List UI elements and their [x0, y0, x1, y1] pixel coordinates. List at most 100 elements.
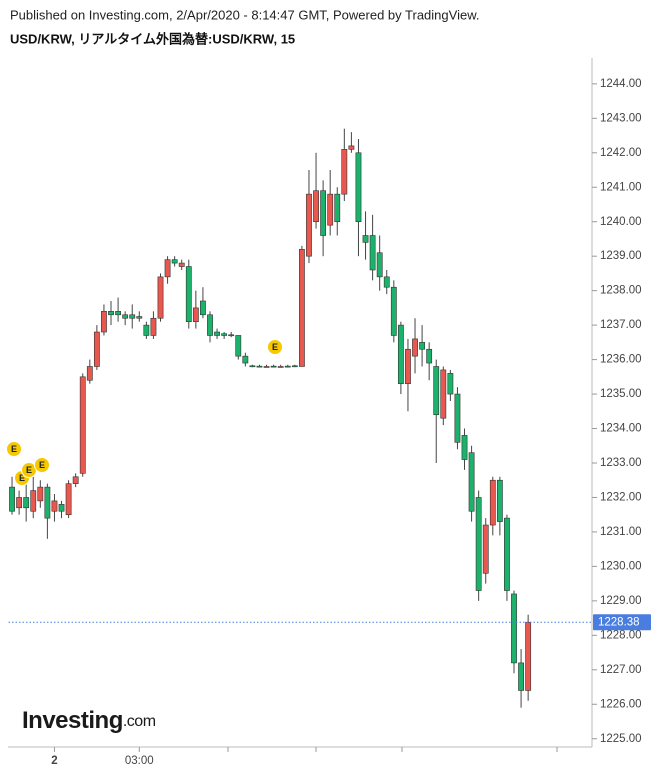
candle-body [284, 365, 291, 368]
candle-body [86, 366, 93, 381]
y-tick-label: 1238.00 [600, 285, 642, 297]
y-tick-label: 1239.00 [600, 250, 642, 262]
candle-body [228, 334, 235, 337]
candle-body [327, 193, 334, 226]
event-label: E [39, 460, 45, 470]
header: Published on Investing.com, 2/Apr/2020 -… [10, 7, 479, 22]
candle-body [390, 286, 397, 336]
candle-body [270, 365, 277, 368]
y-tick-label: 1229.00 [600, 595, 642, 607]
y-tick-label: 1233.00 [600, 457, 642, 469]
candle-body [475, 497, 482, 591]
candle-body [461, 435, 468, 460]
candle-body [101, 311, 107, 333]
candle-body [129, 314, 136, 319]
candle-body [58, 504, 65, 512]
candle-body [23, 497, 30, 509]
candle-body [192, 307, 199, 322]
candle-body [518, 662, 524, 691]
candle-body [214, 331, 220, 336]
candle-body [185, 266, 192, 322]
candle-body [93, 331, 100, 367]
candle-body [405, 348, 411, 385]
event-label: E [26, 465, 32, 475]
candle-body [207, 314, 213, 336]
candle-body [79, 376, 86, 474]
candle-body [143, 324, 150, 336]
candle-body [376, 252, 383, 278]
candle-body [369, 235, 376, 271]
candle-body [171, 259, 178, 264]
candle-body [454, 393, 461, 443]
candle-body [334, 193, 341, 223]
candle-body [16, 497, 23, 509]
candle-body [150, 317, 157, 336]
candle-body [51, 500, 58, 512]
y-tick-label: 1243.00 [600, 112, 642, 124]
y-tick-label: 1232.00 [600, 491, 642, 503]
y-tick-label: 1230.00 [600, 560, 642, 572]
candle-body [511, 593, 517, 664]
candle-body [362, 235, 369, 243]
candle-body [433, 366, 440, 416]
candle-body [482, 524, 489, 574]
candle-body [263, 366, 270, 368]
y-tick-label: 1228.00 [600, 629, 642, 641]
candle-body [277, 366, 284, 368]
candle-body [30, 490, 37, 512]
x-tick-label: 2 [51, 755, 57, 767]
candle-body [122, 314, 129, 319]
candle-body [9, 486, 15, 512]
y-tick-label: 1244.00 [600, 78, 642, 90]
candle-body [341, 149, 348, 195]
y-tick-label: 1235.00 [600, 388, 642, 400]
candle-body [496, 479, 503, 522]
candle-body [426, 348, 433, 364]
candle-body [44, 486, 51, 519]
event-marker [6, 441, 22, 457]
candle-body [447, 373, 454, 395]
candle-body [412, 338, 418, 357]
y-tick-label: 1231.00 [600, 526, 642, 538]
candle-body [235, 335, 242, 357]
candle-body [136, 316, 143, 319]
candle-body [200, 300, 206, 316]
candle-body [320, 190, 327, 236]
candle-body [468, 452, 475, 512]
y-tick-label: 1227.00 [600, 664, 642, 676]
x-tick-label: 03:00 [125, 755, 154, 767]
candle-body [157, 276, 164, 319]
y-tick-label: 1242.00 [600, 147, 642, 159]
chart-title: USD/KRW, リアルタイム外国為替:USD/KRW, 15 [10, 31, 295, 46]
event-marker [267, 339, 283, 355]
event-label: E [11, 444, 17, 454]
candle-body [348, 145, 355, 150]
candle-body [65, 483, 72, 515]
logo: Investing.com [22, 707, 156, 734]
logo-suffix: .com [123, 713, 156, 730]
candle-body [249, 365, 256, 368]
candle-body [37, 486, 44, 502]
candle-body [115, 311, 121, 316]
candle-body [306, 193, 312, 257]
logo-name: Investing [22, 707, 123, 734]
candle-body [164, 259, 171, 278]
x-axis-ticks [227, 747, 558, 752]
candle-body [256, 365, 263, 368]
candle-body [221, 333, 228, 336]
candle-body [108, 311, 114, 316]
candle-body [291, 365, 298, 368]
candle-body [489, 479, 496, 526]
y-tick-label: 1240.00 [600, 216, 642, 228]
event-label: E [272, 342, 278, 352]
plot [9, 128, 532, 708]
y-tick-label: 1237.00 [600, 319, 642, 331]
candle-body [299, 248, 305, 367]
candle-body [72, 476, 79, 484]
candle-body [525, 621, 532, 691]
candle-body [313, 190, 319, 223]
event-marker [34, 457, 50, 473]
candle-body [178, 262, 185, 267]
event-label: E [19, 473, 25, 483]
